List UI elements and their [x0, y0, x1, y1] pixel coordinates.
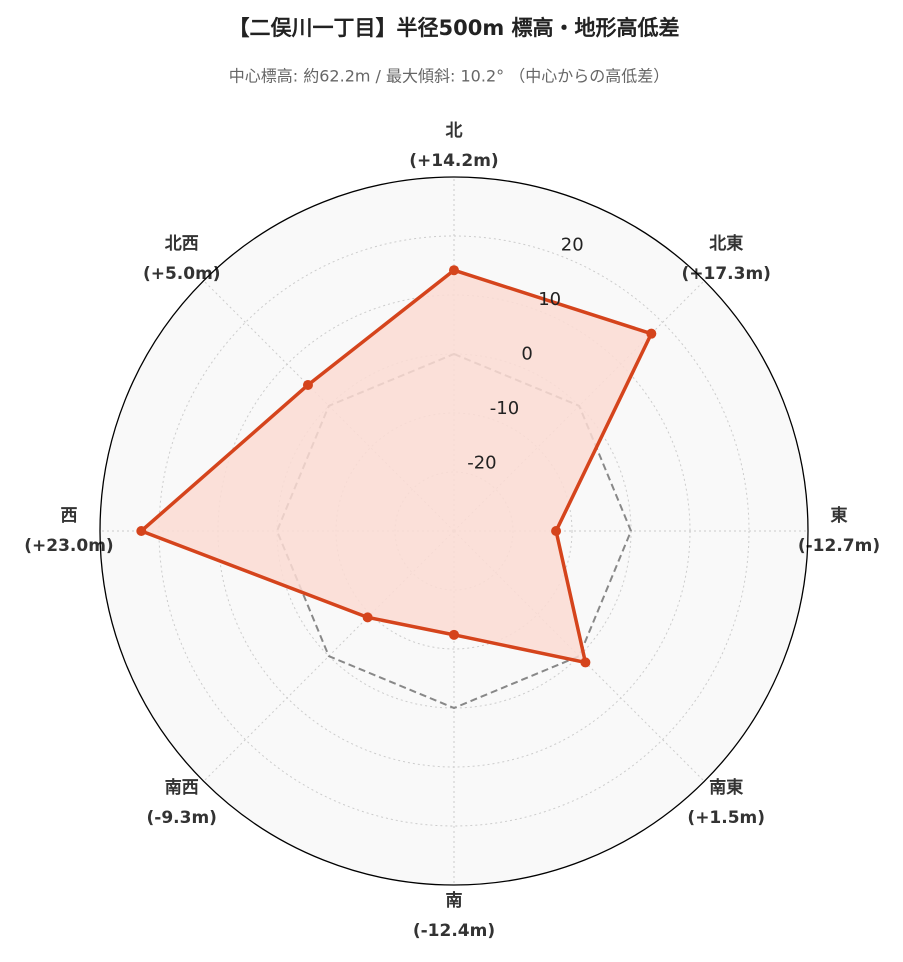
value-label: (+5.0m): [143, 264, 221, 284]
category-label: 東: [831, 505, 848, 526]
chart-title: 【二俣川一丁目】半径500m 標高・地形高低差: [228, 16, 679, 40]
r-tick-label: 20: [561, 235, 584, 256]
category-label: 西: [61, 506, 78, 526]
category-label: 南東: [709, 777, 743, 798]
value-label: (+23.0m): [24, 536, 113, 556]
plot: -20 -10 0 10 20 北 (+14.2m) 北東 (+17.3m) 東 (-12.7m) 南…: [24, 121, 880, 941]
r-tick-label: 10: [538, 289, 561, 310]
data-area: [141, 270, 652, 663]
chart-subtitle: 中心標高: 約62.2m / 最大傾斜: 10.2° （中心からの高低差）: [229, 67, 669, 86]
r-tick-label: -10: [490, 398, 519, 419]
data-point: [580, 657, 591, 668]
category-label: 北: [446, 121, 463, 141]
data-point: [449, 265, 459, 276]
data-point: [302, 379, 313, 390]
data-point: [136, 526, 147, 536]
value-label: (+17.3m): [682, 264, 771, 284]
r-tick-label: -20: [467, 453, 496, 474]
value-label: (-12.7m): [798, 536, 880, 556]
r-tick-label: 0: [521, 344, 532, 365]
value-label: (+1.5m): [687, 808, 765, 828]
category-label: 北東: [709, 233, 743, 254]
category-label: 北西: [165, 234, 199, 254]
value-label: (-12.4m): [413, 921, 495, 941]
data-point: [449, 629, 459, 640]
value-label: (+14.2m): [409, 151, 498, 171]
category-label: 南西: [165, 777, 199, 798]
category-label: 南: [446, 890, 463, 911]
plot-border: [99, 176, 809, 886]
data-point: [646, 328, 657, 339]
data-point: [551, 526, 562, 536]
value-label: (-9.3m): [147, 808, 217, 828]
data-point: [362, 612, 373, 623]
